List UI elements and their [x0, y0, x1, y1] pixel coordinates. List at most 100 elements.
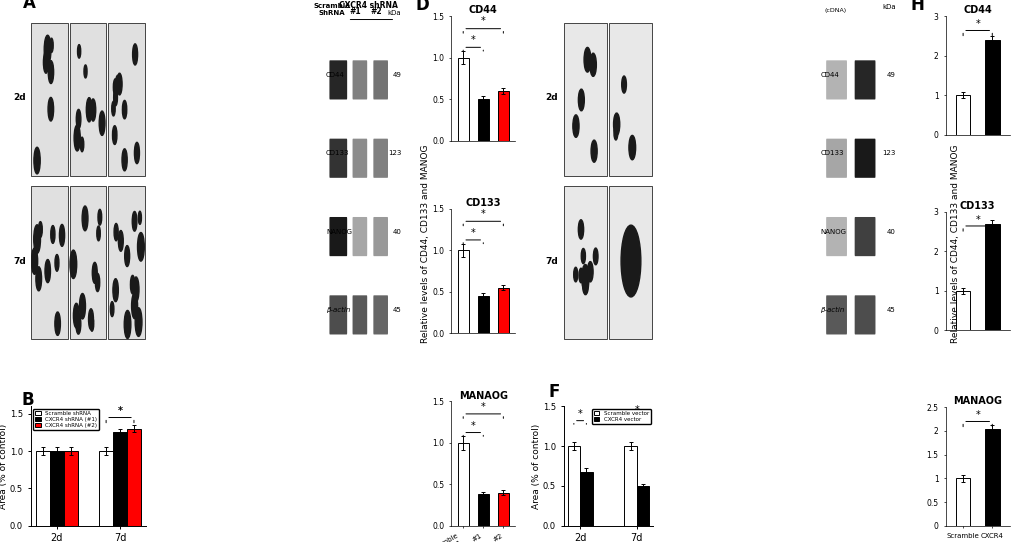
- Bar: [624, 446, 636, 526]
- FancyBboxPatch shape: [353, 217, 367, 256]
- Circle shape: [113, 79, 117, 95]
- Circle shape: [98, 209, 102, 225]
- Text: #2: #2: [370, 7, 381, 16]
- Circle shape: [96, 273, 100, 292]
- Text: Relative levels of CD44, CD133 and MANOG: Relative levels of CD44, CD133 and MANOG: [421, 145, 429, 343]
- Circle shape: [582, 273, 588, 295]
- Title: MANAOG: MANAOG: [459, 391, 507, 401]
- Circle shape: [32, 248, 38, 274]
- Text: B: B: [21, 391, 35, 409]
- Circle shape: [84, 65, 87, 78]
- Circle shape: [112, 101, 115, 116]
- Circle shape: [55, 312, 60, 335]
- Title: CD44: CD44: [469, 5, 497, 16]
- Circle shape: [578, 89, 584, 111]
- Text: F: F: [548, 383, 559, 401]
- Bar: [458, 250, 469, 333]
- Circle shape: [131, 293, 138, 319]
- Text: 40: 40: [392, 229, 401, 235]
- Text: 123: 123: [387, 150, 401, 156]
- Text: NANOG: NANOG: [326, 229, 352, 235]
- Bar: [99, 451, 113, 526]
- Bar: [63, 451, 77, 526]
- Circle shape: [51, 225, 55, 243]
- Bar: [567, 446, 580, 526]
- Circle shape: [113, 279, 118, 302]
- FancyBboxPatch shape: [373, 60, 387, 100]
- Bar: [636, 486, 649, 526]
- Circle shape: [110, 302, 114, 317]
- Circle shape: [135, 143, 140, 164]
- Bar: [608, 186, 651, 339]
- Bar: [458, 57, 469, 140]
- Circle shape: [573, 115, 579, 137]
- Text: kDa: kDa: [387, 10, 401, 16]
- Circle shape: [581, 248, 585, 263]
- Legend: Scramble shRNA, CXCR4 shRNA (#1), CXCR4 shRNA (#2): Scramble shRNA, CXCR4 shRNA (#1), CXCR4 …: [34, 409, 99, 430]
- Circle shape: [45, 260, 50, 282]
- Circle shape: [34, 225, 41, 254]
- Bar: [608, 23, 651, 176]
- Text: CD133: CD133: [819, 150, 843, 156]
- Text: Scramble
ShRNA: Scramble ShRNA: [313, 3, 351, 16]
- Circle shape: [112, 126, 117, 145]
- Bar: [458, 443, 469, 526]
- Circle shape: [73, 304, 79, 328]
- Circle shape: [117, 73, 122, 95]
- Text: 2d: 2d: [545, 93, 557, 102]
- Circle shape: [115, 75, 119, 93]
- Bar: [497, 91, 508, 140]
- Text: *: *: [471, 228, 475, 238]
- FancyBboxPatch shape: [854, 217, 874, 256]
- FancyBboxPatch shape: [854, 139, 874, 178]
- Circle shape: [593, 248, 597, 264]
- Text: β-actin: β-actin: [819, 307, 844, 313]
- Bar: [108, 186, 145, 339]
- Bar: [477, 494, 488, 526]
- Legend: Scramble vector, CXCR4 vector: Scramble vector, CXCR4 vector: [591, 409, 650, 424]
- Circle shape: [122, 149, 127, 171]
- Text: 49: 49: [392, 72, 401, 78]
- Bar: [477, 296, 488, 333]
- FancyBboxPatch shape: [825, 295, 846, 334]
- Circle shape: [48, 98, 54, 121]
- Circle shape: [44, 51, 49, 73]
- Y-axis label: Area (% of control): Area (% of control): [0, 423, 8, 508]
- Circle shape: [579, 268, 583, 283]
- Text: *: *: [974, 410, 979, 421]
- Circle shape: [622, 76, 626, 93]
- Circle shape: [132, 44, 138, 65]
- Bar: [70, 23, 106, 176]
- FancyBboxPatch shape: [373, 139, 387, 178]
- Text: 7d: 7d: [545, 256, 557, 266]
- Circle shape: [139, 211, 142, 224]
- Bar: [32, 23, 67, 176]
- Bar: [497, 288, 508, 333]
- Bar: [564, 186, 606, 339]
- Circle shape: [584, 47, 590, 72]
- Text: (cDNA): (cDNA): [823, 8, 846, 13]
- Circle shape: [113, 90, 117, 106]
- Text: 49: 49: [887, 72, 895, 78]
- Bar: [564, 23, 606, 176]
- Text: *: *: [974, 215, 979, 225]
- Circle shape: [122, 100, 126, 119]
- Text: 7d: 7d: [13, 256, 25, 266]
- FancyBboxPatch shape: [373, 217, 387, 256]
- FancyBboxPatch shape: [353, 139, 367, 178]
- FancyBboxPatch shape: [825, 139, 846, 178]
- Text: *: *: [974, 20, 979, 29]
- Bar: [127, 429, 141, 526]
- FancyBboxPatch shape: [329, 295, 346, 334]
- FancyBboxPatch shape: [854, 60, 874, 100]
- Circle shape: [124, 246, 129, 267]
- Bar: [984, 40, 999, 135]
- Text: 123: 123: [881, 150, 895, 156]
- Text: 45: 45: [887, 307, 895, 313]
- Bar: [955, 95, 969, 135]
- Circle shape: [36, 267, 42, 291]
- Bar: [477, 99, 488, 140]
- Text: C: C: [314, 0, 326, 4]
- Title: CD133: CD133: [465, 198, 500, 208]
- Circle shape: [587, 262, 592, 282]
